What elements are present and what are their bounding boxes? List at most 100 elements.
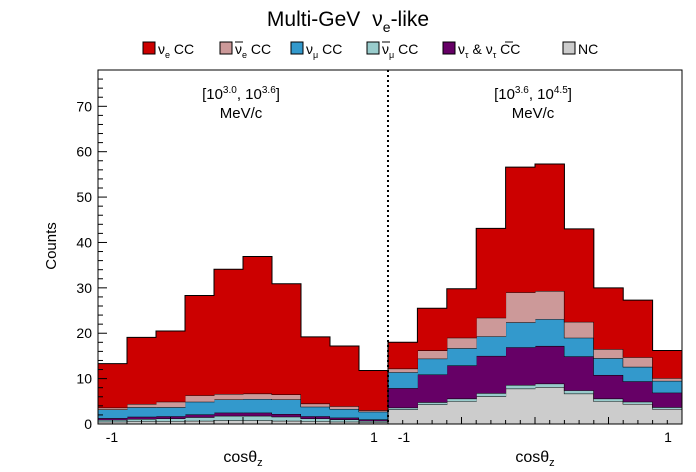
legend-label-suffix: CC <box>170 41 194 57</box>
bar-numubar_cc-bin-4 <box>505 384 536 389</box>
bar-nuebar_cc-bin-7 <box>301 403 331 407</box>
legend-label-main: ν <box>158 41 165 57</box>
bar-nc-bin-3 <box>476 396 506 424</box>
bar-numubar_cc-bin-3 <box>476 393 506 397</box>
bar-nuebar_cc-bin-7 <box>593 349 624 359</box>
series-nue_cc <box>387 163 683 424</box>
bar-numu_cc-bin-2 <box>156 407 186 417</box>
bar-nutau_cc-bin-3 <box>476 355 506 394</box>
legend-label-sub: e <box>165 50 170 60</box>
bar-nue_cc-bin-3 <box>476 228 506 318</box>
chart-title: Multi-GeV νe-like <box>267 8 429 35</box>
bar-numu_cc-bin-9 <box>652 380 683 393</box>
legend-swatch-numubar_cc <box>366 41 380 55</box>
range-mid: , 10 <box>529 86 554 103</box>
bar-numu_cc-bin-5 <box>243 399 273 413</box>
chart-title-suffix: -like <box>391 8 430 31</box>
y-tick-label: 60 <box>76 144 92 160</box>
panel-left: [103.0, 103.6] MeV/c -1 1 <box>97 85 389 445</box>
bar-numu_cc-bin-4 <box>505 322 536 348</box>
bar-numubar_cc-bin-0 <box>388 407 418 410</box>
legend-label-main: ν <box>382 41 389 57</box>
y-tick-label: 20 <box>76 325 92 341</box>
bar-numubar_cc-bin-9 <box>652 407 683 410</box>
plot-frame <box>97 69 683 425</box>
legend-label-main2: ν <box>486 41 493 57</box>
x-tick-label: 1 <box>664 429 672 445</box>
bar-nuebar_cc-bin-4 <box>214 394 244 400</box>
bar-nuebar_cc-bin-4 <box>505 292 536 323</box>
series-nutau_cc <box>387 345 683 424</box>
chart-title-nu: ν <box>372 8 383 31</box>
bar-nue_cc-bin-8 <box>330 345 360 407</box>
bar-nuebar_cc-bin-5 <box>535 291 565 320</box>
legend-label-suffix: CC <box>496 41 520 57</box>
bar-nue_cc-bin-8 <box>623 300 653 358</box>
bar-nutau_cc-bin-3 <box>185 414 215 418</box>
bar-nc-bin-7 <box>593 401 624 424</box>
legend-swatch-nutau_cc <box>442 41 456 55</box>
bar-numu_cc-bin-4 <box>214 399 244 413</box>
bar-numubar_cc-bin-1 <box>417 402 448 405</box>
legend: νe CC νe CC νμ CC νμ CC ντ & ντ CC NC <box>142 41 598 60</box>
legend-entry-numubar_cc: νμ CC <box>366 41 418 60</box>
chart-title-main: Multi-GeV <box>267 8 360 31</box>
legend-swatch-nc <box>562 41 576 55</box>
x-axis-label-left-sub: z <box>257 457 263 469</box>
x-axis-label-right: cosθz <box>515 449 554 469</box>
bar-nue_cc-bin-4 <box>505 167 536 293</box>
bar-nutau_cc-bin-4 <box>505 347 536 385</box>
legend-swatch-nuebar_cc <box>219 41 233 55</box>
x-tick-label: 1 <box>370 429 378 445</box>
bar-nc-bin-8 <box>623 404 653 424</box>
bar-nuebar_cc-bin-2 <box>446 337 477 349</box>
legend-label-sub: μ <box>389 50 394 60</box>
legend-label-main: ν <box>458 41 465 57</box>
legend-label-sub2: τ <box>493 50 497 60</box>
bar-nue_cc-bin-6 <box>272 283 302 395</box>
bar-numu_cc-bin-8 <box>623 366 653 382</box>
bar-nuebar_cc-bin-3 <box>476 317 506 337</box>
outline-numubar_cc <box>97 415 389 424</box>
bar-nutau_cc-bin-0 <box>388 388 418 408</box>
series-nuebar_cc <box>387 290 683 424</box>
y-tick-label: 50 <box>76 189 92 205</box>
bar-nue_cc-bin-1 <box>127 337 157 405</box>
bar-nue_cc-bin-7 <box>301 336 331 404</box>
bar-numu_cc-bin-1 <box>127 407 157 417</box>
y-tick-label: 10 <box>76 371 92 387</box>
legend-label-mid: & <box>469 41 486 57</box>
bar-nue_cc-bin-0 <box>98 363 128 408</box>
bar-nutau_cc-bin-0 <box>98 418 128 420</box>
legend-label-main: ν <box>306 41 313 57</box>
bar-nue_cc-bin-2 <box>156 330 186 402</box>
bar-numu_cc-bin-6 <box>564 337 595 357</box>
plot-area: [103.0, 103.6]MeV/c-1 1[103.6, 104.5]MeV/… <box>76 69 683 445</box>
legend-label-suffix: CC <box>394 41 418 57</box>
bar-nutau_cc-bin-1 <box>127 416 157 420</box>
bar-nue_cc-bin-3 <box>185 295 215 396</box>
range-prefix: [10 <box>494 86 515 103</box>
bar-nc-bin-5 <box>535 387 565 424</box>
bar-numubar_cc-bin-8 <box>623 401 653 405</box>
legend-entry-nc: NC <box>562 41 598 57</box>
bar-nuebar_cc-bin-8 <box>330 406 360 410</box>
range-mid: , 10 <box>237 86 262 103</box>
bar-nuebar_cc-bin-9 <box>359 410 389 412</box>
legend-label-suffix: CC <box>247 41 271 57</box>
panel-range-label: [103.0, 103.6] <box>202 85 280 103</box>
bar-numubar_cc-bin-4 <box>214 415 244 421</box>
legend-entry-nutau_cc: ντ & ντ CC <box>442 41 520 60</box>
bar-nuebar_cc-bin-6 <box>272 394 302 400</box>
y-tick-label: 40 <box>76 234 92 250</box>
bar-nue_cc-bin-9 <box>359 370 389 411</box>
panel-range-label: [103.6, 104.5] <box>494 85 572 103</box>
bar-nc-bin-0 <box>388 409 418 424</box>
bar-numu_cc-bin-7 <box>593 358 624 375</box>
legend-label-sub: μ <box>313 50 318 60</box>
series-nue_cc <box>97 256 389 424</box>
range-exp2: 3.6 <box>262 85 276 96</box>
legend-label-main: ν <box>235 41 242 57</box>
range-suffix: ] <box>276 86 280 103</box>
bar-nuebar_cc-bin-0 <box>388 368 418 373</box>
